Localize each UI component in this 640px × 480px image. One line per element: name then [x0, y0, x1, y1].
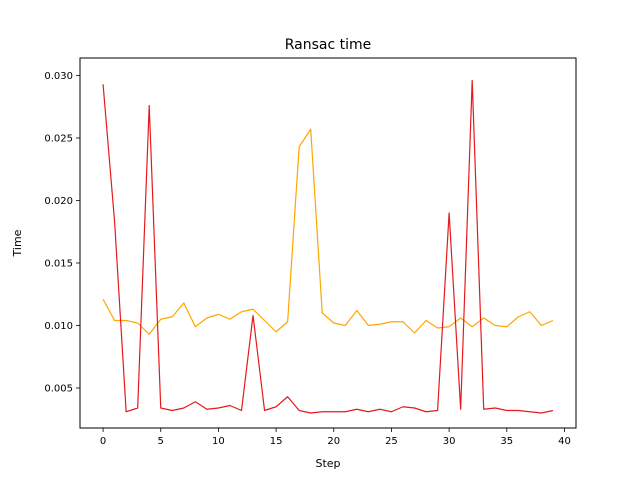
series-line-2 — [102, 79, 554, 414]
x-tick-label: 40 — [558, 436, 571, 447]
x-tick-label: 30 — [443, 436, 456, 447]
y-axis-ticks: 0.005 0.010 0.015 0.020 0.025 0.030 — [44, 71, 80, 395]
x-axis-label: Step — [315, 457, 340, 470]
x-tick-label: 20 — [327, 436, 340, 447]
x-tick-label: 5 — [158, 436, 164, 447]
x-tick-label: 15 — [270, 436, 283, 447]
plot-frame — [79, 57, 577, 429]
y-tick-label: 0.010 — [44, 321, 73, 332]
y-tick-label: 0.025 — [44, 134, 73, 145]
y-tick-label: 0.015 — [44, 259, 73, 270]
y-tick-label: 0.020 — [44, 196, 73, 207]
x-tick-label: 25 — [385, 436, 398, 447]
y-axis-label: Time — [11, 229, 24, 257]
x-tick-label: 0 — [100, 436, 106, 447]
y-tick-label: 0.005 — [44, 384, 73, 395]
y-tick-label: 0.030 — [44, 71, 73, 82]
x-tick-label: 35 — [500, 436, 513, 447]
series-line-1 — [102, 128, 554, 335]
x-axis-ticks: 0 5 10 15 20 25 30 35 40 — [100, 428, 571, 447]
series-layer — [102, 79, 554, 414]
chart-title: Ransac time — [285, 37, 372, 53]
x-tick-label: 10 — [212, 436, 225, 447]
